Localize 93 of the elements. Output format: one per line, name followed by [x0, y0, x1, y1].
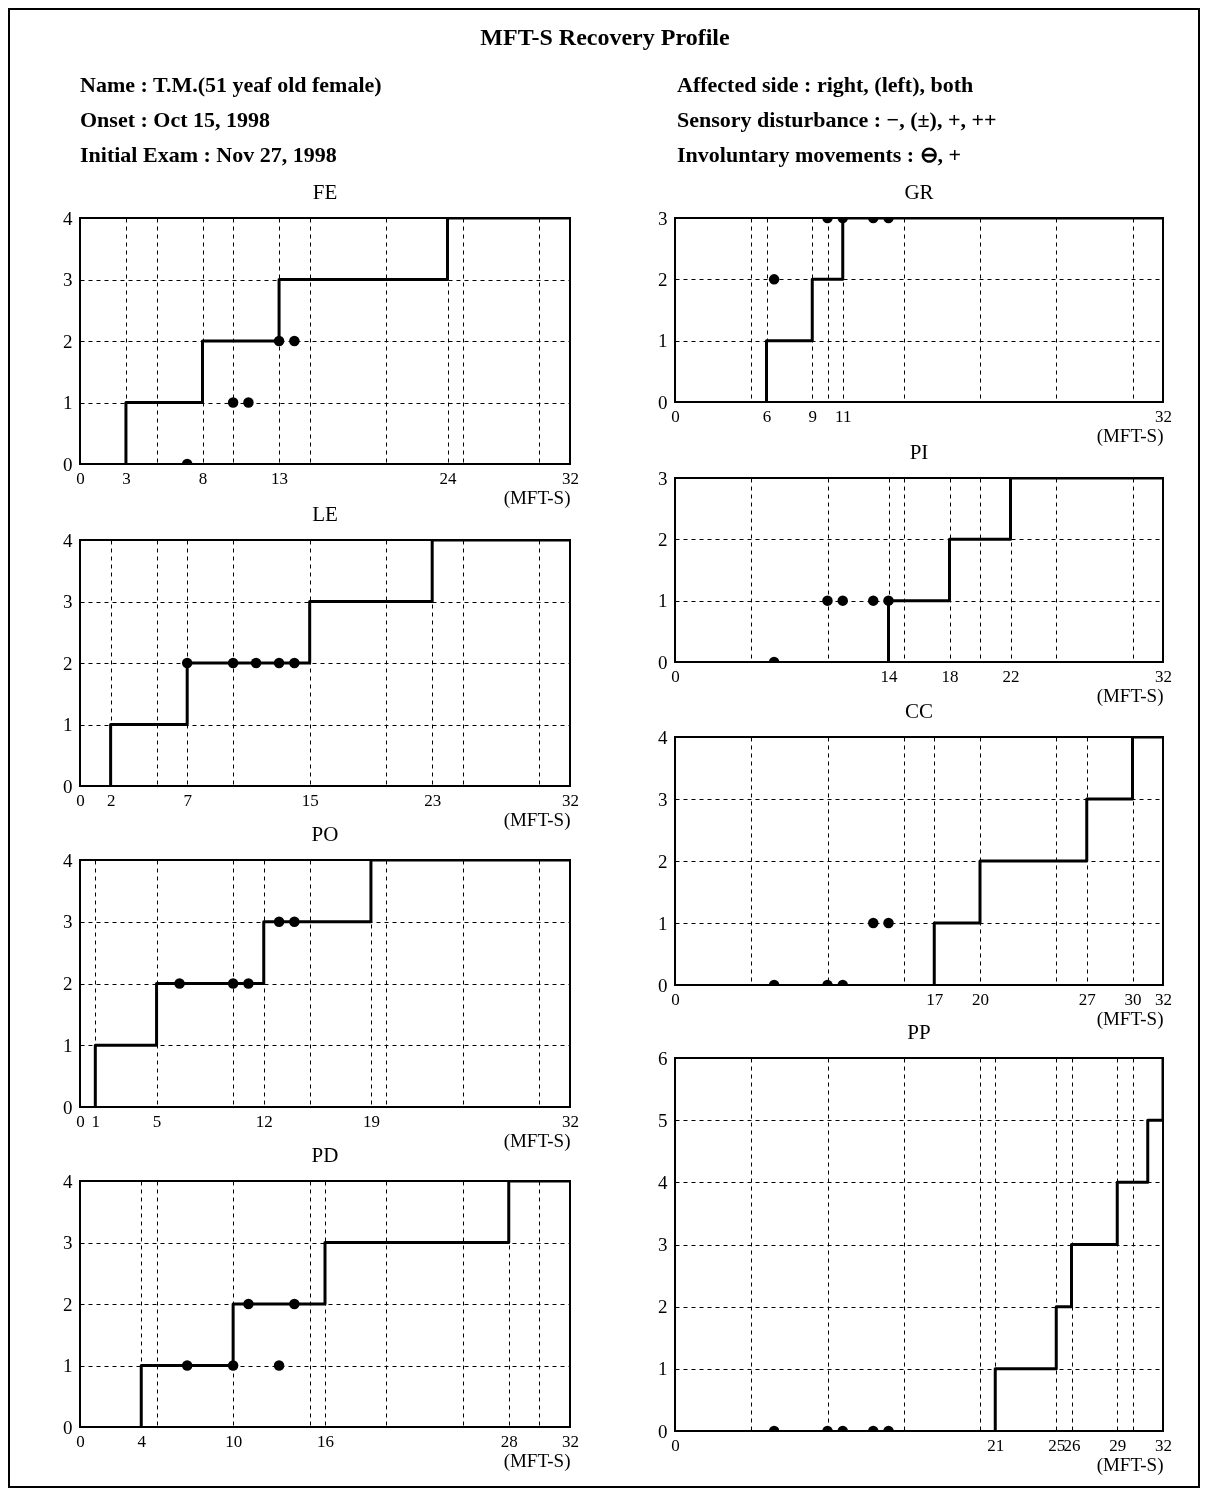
x-tick-label: 21: [987, 1435, 1005, 1455]
x-tick-label: 20: [972, 989, 989, 1009]
chart-title: PD: [311, 1143, 339, 1167]
text: Sensory disturbance : −, (±), +, ++: [677, 107, 997, 133]
y-tick-label: 1: [63, 1355, 73, 1376]
x-axis-title: (MFT-S): [1096, 1007, 1164, 1030]
y-tick-label: 2: [658, 528, 668, 550]
x-tick-label: 28: [500, 1431, 518, 1451]
point: [273, 335, 285, 347]
x-tick-label: 32: [1155, 666, 1172, 686]
text: Involuntary movements : ⊖, +: [677, 142, 962, 168]
x-axis-title: (MFT-S): [503, 1449, 571, 1472]
x-tick-label: 32: [562, 1431, 579, 1451]
x-tick-label: 9: [808, 406, 817, 426]
y-tick-label: 1: [658, 330, 668, 352]
chart-title: PP: [907, 1020, 931, 1044]
x-tick-label: 32: [1155, 989, 1172, 1009]
x-tick-label: 22: [1002, 666, 1020, 686]
chart-title: PO: [311, 822, 339, 846]
y-tick-label: 4: [63, 849, 73, 871]
chart-title: PI: [909, 440, 929, 464]
y-tick-label: 1: [658, 912, 668, 934]
x-tick-label: 26: [1063, 1435, 1081, 1455]
x-tick-label: 18: [941, 666, 959, 686]
y-tick-label: 3: [63, 911, 73, 933]
x-tick-label: 11: [835, 406, 852, 426]
x-tick-label: 19: [362, 1111, 380, 1131]
y-tick-label: 1: [63, 714, 73, 735]
x-tick-label: 5: [152, 1111, 162, 1131]
y-tick-label: 2: [658, 850, 668, 872]
x-tick-label: 12: [255, 1111, 273, 1131]
y-tick-label: 4: [63, 207, 73, 229]
chart-title: CC: [904, 699, 934, 723]
x-tick-label: 2: [106, 790, 116, 810]
x-axis-title: (MFT-S): [503, 486, 571, 509]
y-tick-label: 6: [658, 1047, 668, 1069]
x-tick-label: 27: [1078, 989, 1097, 1009]
y-tick-label: 1: [63, 1034, 73, 1056]
y-tick-label: 3: [658, 1234, 668, 1255]
text: Affected side : right, (left), both: [677, 72, 974, 98]
x-axis-title: (MFT-S): [1096, 1453, 1164, 1476]
x-tick-label: 16: [317, 1431, 334, 1451]
y-tick-label: 1: [658, 1358, 668, 1380]
chart-title: FE: [312, 180, 338, 204]
y-tick-label: 1: [63, 392, 73, 413]
y-tick-label: 2: [658, 268, 668, 290]
y-tick-label: 3: [658, 207, 668, 229]
x-tick-label: 6: [762, 406, 772, 426]
y-tick-label: 4: [658, 726, 668, 748]
y-tick-label: 3: [63, 1232, 73, 1253]
x-tick-label: 32: [562, 790, 579, 810]
y-tick-label: 2: [63, 330, 73, 352]
point: [243, 397, 254, 408]
text: Initial Exam : Nov 27, 1998: [80, 142, 337, 168]
text: MFT-S Recovery Profile: [479, 24, 731, 51]
text: Onset : Oct 15, 1998: [80, 107, 271, 133]
x-tick-label: 32: [562, 1111, 579, 1131]
x-tick-label: 23: [424, 790, 442, 810]
x-axis-title: (MFT-S): [1096, 684, 1164, 707]
y-tick-label: 4: [63, 529, 73, 551]
x-tick-label: 32: [1155, 406, 1172, 426]
x-tick-label: 32: [1155, 1435, 1172, 1455]
x-tick-label: 17: [926, 989, 944, 1009]
text: Name : T.M.(51 yeaf old female): [80, 72, 382, 98]
y-tick-label: 1: [658, 590, 668, 612]
y-tick-label: 2: [63, 973, 73, 994]
x-axis-title: (MFT-S): [503, 808, 571, 831]
x-tick-label: 1: [91, 1111, 101, 1131]
y-tick-label: 3: [63, 269, 73, 290]
x-tick-label: 8: [198, 468, 208, 488]
point: [227, 397, 239, 408]
x-tick-label: 13: [271, 468, 289, 488]
point: [289, 335, 300, 347]
x-tick-label: 29: [1109, 1435, 1127, 1455]
y-tick-label: 2: [658, 1296, 668, 1318]
chart-title: GR: [904, 180, 934, 204]
x-tick-label: 14: [880, 666, 898, 686]
chart-title: LE: [312, 502, 338, 526]
x-tick-label: 3: [122, 468, 131, 488]
x-axis-title: (MFT-S): [1096, 424, 1164, 447]
x-tick-label: 10: [225, 1431, 243, 1451]
y-tick-label: 4: [658, 1171, 668, 1193]
x-tick-label: 32: [562, 468, 579, 488]
x-axis-title: (MFT-S): [503, 1129, 571, 1152]
x-tick-label: 24: [439, 468, 457, 488]
x-tick-label: 25: [1048, 1435, 1066, 1455]
y-tick-label: 4: [63, 1170, 73, 1192]
x-tick-label: 4: [137, 1431, 147, 1451]
x-tick-label: 7: [183, 790, 193, 810]
y-tick-label: 3: [63, 591, 73, 612]
y-tick-label: 2: [63, 1293, 73, 1315]
x-tick-label: 15: [301, 790, 319, 810]
x-tick-label: 30: [1124, 989, 1142, 1009]
